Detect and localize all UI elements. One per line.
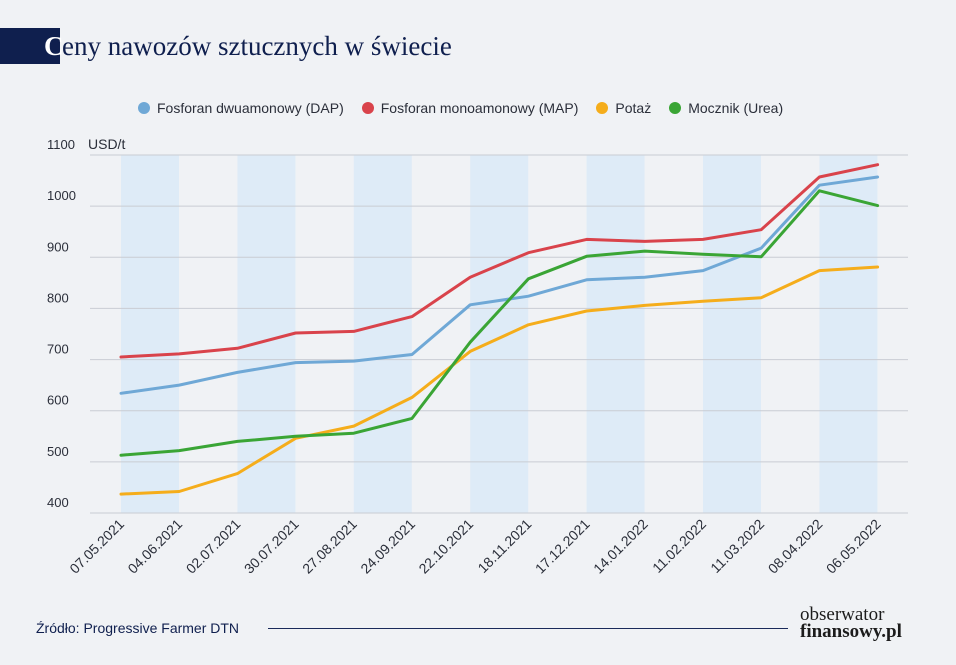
column-band (703, 155, 761, 513)
x-tick-label: 17.12.2021 (532, 516, 593, 577)
x-tick-label: 27.08.2021 (299, 516, 360, 577)
source-divider (268, 628, 788, 629)
series-line-2 (119, 265, 880, 496)
y-tick-label: 600 (47, 393, 69, 408)
y-tick-label: 400 (47, 495, 69, 510)
x-tick-label: 04.06.2021 (124, 516, 185, 577)
series-line-3 (119, 189, 880, 457)
series-line-0 (119, 175, 880, 395)
series-line-1 (119, 163, 880, 359)
x-tick-label: 08.04.2022 (765, 516, 826, 577)
x-tick-label: 22.10.2021 (415, 516, 476, 577)
column-band (470, 155, 529, 513)
legend-marker-urea (669, 102, 682, 114)
y-tick-label: 1000 (47, 188, 76, 203)
publisher-logo: obserwator finansowy.pl (800, 604, 902, 642)
logo-line-2: finansowy.pl (800, 621, 902, 642)
x-tick-label: 11.02.2022 (649, 516, 709, 576)
title-initial: C (44, 31, 64, 61)
column-band (819, 155, 878, 513)
x-tick-label: 02.07.2021 (183, 516, 244, 577)
legend-item-map: Fosforan monoamonowy (MAP) (361, 100, 579, 116)
x-tick-label: 30.07.2021 (241, 516, 302, 577)
y-axis-label: USD/t (88, 136, 125, 152)
y-tick-label: 1100 (47, 137, 75, 152)
y-tick-label: 500 (47, 444, 69, 459)
column-band (586, 155, 645, 513)
legend-marker-potash (596, 102, 609, 114)
title-accent-box (0, 28, 60, 64)
x-tick-label: 11.03.2022 (707, 516, 767, 576)
title-text: eny nawozów sztucznych w świecie (62, 31, 452, 61)
y-tick-label: 900 (47, 239, 69, 254)
source-note: Źródło: Progressive Farmer DTN (36, 620, 240, 636)
legend-label-urea: Mocznik (Urea) (688, 100, 784, 116)
y-tick-label: 700 (47, 342, 69, 357)
logo-line-1: obserwator (800, 604, 885, 625)
column-band (237, 155, 296, 513)
legend-label-potash: Potaż (615, 100, 652, 116)
legend-item-potash: Potaż (596, 100, 651, 116)
x-tick-label: 18.11.2021 (474, 516, 534, 576)
legend-marker-dap (138, 102, 150, 114)
x-tick-label: 14.01.2022 (590, 516, 651, 577)
legend-item-dap: Fosforan dwuamonowy (DAP) (138, 100, 344, 116)
y-tick-label: 800 (47, 290, 69, 305)
column-band (353, 155, 412, 513)
legend: Fosforan dwuamonowy (DAP) Fosforan monoa… (138, 100, 783, 116)
x-tick-label: 06.05.2022 (823, 516, 884, 577)
x-tick-label: 07.05.2021 (66, 516, 127, 577)
legend-item-urea: Mocznik (Urea) (669, 100, 783, 116)
legend-marker-map (361, 102, 374, 114)
x-tick-label: 24.09.2021 (357, 516, 418, 577)
column-band (121, 155, 179, 513)
legend-label-map: Fosforan monoamonowy (MAP) (380, 100, 579, 116)
legend-label-dap: Fosforan dwuamonowy (DAP) (157, 100, 344, 116)
